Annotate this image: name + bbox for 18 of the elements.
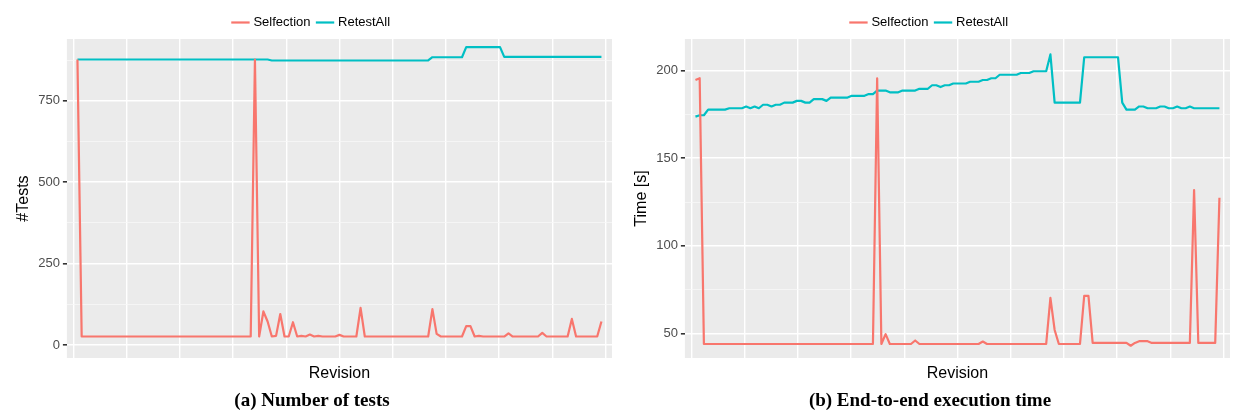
x-axis-title: Revision bbox=[308, 364, 371, 382]
legend-label: RetestAll bbox=[338, 14, 391, 30]
y-tick-label: 50 bbox=[663, 325, 678, 341]
y-tick-label: 500 bbox=[38, 173, 60, 189]
y-tick-label: 200 bbox=[656, 62, 678, 78]
text: (b) End-to-end execution time bbox=[808, 388, 1052, 411]
legend-label: Selfection bbox=[253, 14, 311, 30]
y-tick-label: 750 bbox=[38, 92, 60, 108]
legend-label: Selfection bbox=[871, 14, 929, 30]
y-tick-label: 0 bbox=[52, 336, 60, 352]
y-axis-title: #Tests bbox=[14, 175, 32, 222]
y-tick-label: 250 bbox=[38, 255, 60, 271]
y-tick-label: 100 bbox=[656, 237, 678, 253]
text: (a) Number of tests bbox=[234, 388, 390, 411]
y-tick-label: 150 bbox=[656, 149, 678, 165]
x-axis-title: Revision bbox=[926, 364, 989, 382]
y-axis-title: Time [s] bbox=[632, 170, 650, 227]
legend-label: RetestAll bbox=[956, 14, 1009, 30]
